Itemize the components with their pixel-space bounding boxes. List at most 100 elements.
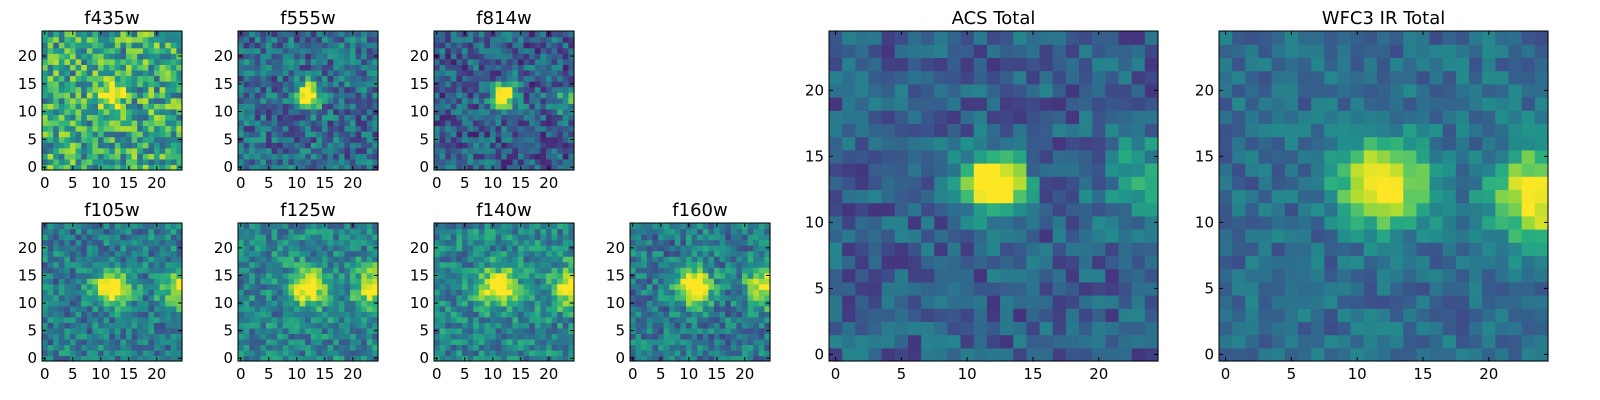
heatmap-cell bbox=[366, 245, 373, 252]
heatmap-cell bbox=[697, 294, 704, 301]
heatmap-cell bbox=[518, 283, 525, 290]
heatmap-cell bbox=[686, 272, 693, 279]
heatmap-cell bbox=[551, 289, 558, 296]
heatmap-cell bbox=[98, 86, 105, 93]
heatmap-cell bbox=[921, 176, 935, 190]
heatmap-cell bbox=[450, 267, 457, 274]
heatmap-cell bbox=[434, 305, 441, 312]
heatmap-cell bbox=[282, 223, 289, 230]
heatmap-cell bbox=[1079, 202, 1093, 217]
heatmap-cell bbox=[176, 125, 183, 132]
heatmap-cell bbox=[299, 42, 306, 49]
heatmap-cell bbox=[114, 261, 121, 268]
heatmap-cell bbox=[266, 256, 273, 263]
heatmap-cell bbox=[758, 344, 765, 351]
heatmap-cell bbox=[855, 308, 870, 322]
heatmap-cell bbox=[350, 97, 357, 104]
heatmap-cell bbox=[445, 223, 452, 230]
heatmap-cell bbox=[277, 136, 284, 143]
heatmap-cell bbox=[322, 333, 329, 340]
heatmap-cell bbox=[53, 305, 60, 312]
heatmap-cell bbox=[495, 147, 502, 154]
heatmap-cell bbox=[960, 202, 975, 217]
heatmap-cell bbox=[506, 114, 513, 121]
heatmap-cell bbox=[669, 316, 676, 323]
heatmap-cell bbox=[254, 311, 261, 318]
heatmap-cell bbox=[148, 239, 155, 246]
heatmap-cell bbox=[361, 245, 368, 252]
heatmap-cell bbox=[361, 114, 368, 121]
heatmap-cell bbox=[708, 289, 715, 296]
heatmap-cell bbox=[512, 355, 519, 362]
heatmap-cell bbox=[372, 223, 379, 230]
heatmap-cell bbox=[725, 283, 732, 290]
heatmap-cell bbox=[1144, 321, 1159, 336]
heatmap-cell bbox=[310, 31, 317, 38]
heatmap-cell bbox=[260, 164, 267, 171]
heatmap-cell bbox=[753, 344, 760, 351]
heatmap-cell bbox=[238, 294, 245, 301]
heatmap-cell bbox=[98, 228, 105, 235]
heatmap-cell bbox=[366, 108, 373, 115]
heatmap-cell bbox=[137, 58, 144, 65]
heatmap-cell bbox=[512, 305, 519, 312]
heatmap-cell bbox=[747, 234, 754, 241]
heatmap-cell bbox=[159, 36, 166, 43]
heatmap-cell bbox=[142, 108, 149, 115]
heatmap-cell bbox=[646, 316, 653, 323]
heatmap-cell bbox=[103, 164, 110, 171]
heatmap-cell bbox=[501, 69, 508, 77]
heatmap-cell bbox=[534, 47, 541, 54]
heatmap-cell bbox=[327, 327, 334, 334]
heatmap-cell bbox=[562, 81, 569, 88]
heatmap-cell bbox=[310, 164, 317, 171]
heatmap-cell bbox=[305, 250, 312, 257]
heatmap-cell bbox=[568, 316, 575, 323]
heatmap-cell bbox=[92, 31, 99, 38]
heatmap-cell bbox=[170, 147, 177, 154]
heatmap-cell bbox=[674, 311, 681, 318]
heatmap-cell bbox=[934, 242, 949, 256]
heatmap-cell bbox=[934, 202, 949, 217]
heatmap-cell bbox=[842, 215, 856, 230]
heatmap-cell bbox=[81, 92, 88, 99]
heatmap-cell bbox=[473, 289, 480, 296]
heatmap-cell bbox=[299, 53, 306, 60]
heatmap-cell bbox=[142, 53, 149, 60]
heatmap-cell bbox=[372, 142, 379, 149]
heatmap-cell bbox=[691, 300, 698, 307]
heatmap-cell bbox=[512, 92, 519, 99]
heatmap-cell bbox=[361, 349, 368, 357]
heatmap-cell bbox=[142, 250, 149, 257]
heatmap-cell bbox=[495, 305, 502, 312]
heatmap-cell bbox=[568, 283, 575, 290]
heatmap-cell bbox=[473, 108, 480, 115]
heatmap-cell bbox=[719, 316, 726, 323]
heatmap-cell bbox=[641, 344, 648, 351]
heatmap-cell bbox=[238, 147, 245, 154]
heatmap-cell bbox=[934, 334, 949, 349]
heatmap-cell bbox=[254, 234, 261, 241]
heatmap-cell bbox=[109, 92, 116, 99]
heatmap-cell bbox=[518, 75, 525, 82]
heatmap-cell bbox=[271, 333, 278, 340]
heatmap-cell bbox=[506, 261, 513, 268]
heatmap-cell bbox=[98, 97, 105, 104]
heatmap-cell bbox=[154, 305, 161, 312]
heatmap-cell bbox=[333, 158, 340, 166]
heatmap-cell bbox=[490, 338, 497, 346]
heatmap-cell bbox=[478, 223, 485, 230]
heatmap-cell bbox=[338, 234, 345, 241]
heatmap-cell bbox=[753, 278, 760, 285]
heatmap-cell bbox=[484, 305, 491, 312]
heatmap-cell bbox=[120, 316, 127, 323]
heatmap-cell bbox=[355, 322, 362, 329]
heatmap-cell bbox=[361, 92, 368, 99]
heatmap-cell bbox=[159, 338, 166, 346]
heatmap-cell bbox=[355, 311, 362, 318]
heatmap-cell bbox=[126, 103, 133, 110]
heatmap-cell bbox=[47, 283, 54, 290]
heatmap-cell bbox=[725, 333, 732, 340]
heatmap-cell bbox=[81, 223, 88, 230]
heatmap-cell bbox=[137, 86, 144, 93]
